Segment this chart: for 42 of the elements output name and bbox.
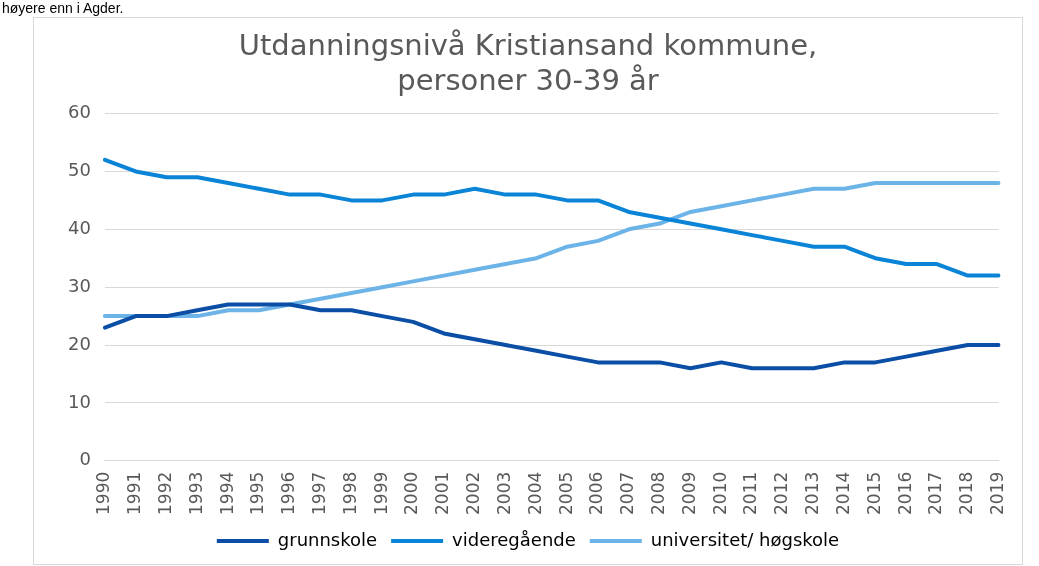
x-tick-label: 2016 [894,471,915,515]
x-tick-label: 2018 [956,471,977,515]
x-tick-label: 2002 [463,471,484,515]
x-tick-label: 2005 [555,471,576,515]
x-tick-label: 2006 [586,471,607,515]
x-tick-label: 2014 [832,471,853,515]
x-tick-label: 1994 [216,471,237,515]
y-tick-label: 30 [68,274,91,296]
legend-label: grunnskole [277,528,378,550]
x-tick-label: 2012 [771,471,792,515]
x-tick-label: 2010 [709,471,730,515]
x-tick-label: 2007 [617,471,638,515]
chart-title: Utdanningsnivå Kristiansand kommune, personer 30-39 år [238,27,818,97]
legend-label: universitet/ høgskole [650,528,840,550]
x-tick-label: 2011 [740,471,761,515]
x-tick-label: 2001 [432,471,453,515]
x-tick-label: 1991 [124,471,145,515]
x-tick-label: 1997 [309,471,330,515]
x-tick-label: 2019 [987,471,1008,515]
legend-label: videregående [452,528,576,550]
x-tick-label: 2015 [863,471,884,515]
x-tick-label: 1995 [247,471,268,515]
x-tick-label: 1990 [93,471,114,515]
x-tick-label: 1996 [278,471,299,515]
x-tick-label: 2009 [678,471,699,515]
y-tick-label: 40 [68,216,91,238]
x-tick-label: 2017 [925,471,946,515]
x-tick-label: 2008 [648,471,669,515]
x-tick-label: 2000 [401,471,422,515]
y-tick-label: 60 [68,101,91,123]
x-tick-label: 1999 [370,471,391,515]
y-tick-label: 20 [68,332,91,354]
x-tick-label: 2013 [802,471,823,515]
x-tick-label: 1993 [185,471,206,515]
x-tick-label: 1992 [154,471,175,515]
x-tick-label: 1998 [339,471,360,515]
x-tick-label: 2003 [493,471,514,515]
y-tick-label: 10 [68,390,91,412]
y-tick-label: 50 [68,159,91,181]
x-tick-label: 2004 [524,471,545,515]
y-tick-label: 0 [79,448,91,470]
text: høyere enn i Agder. [2,0,124,16]
